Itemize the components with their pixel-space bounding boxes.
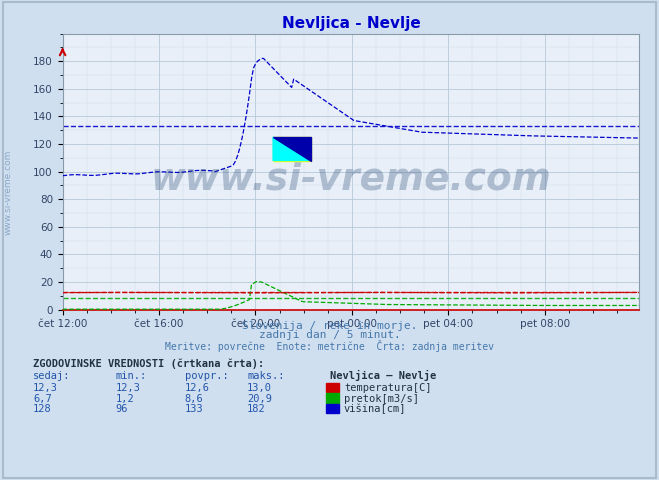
Text: 128: 128 [33,404,51,414]
Text: višina[cm]: višina[cm] [344,404,407,414]
Text: povpr.:: povpr.: [185,371,228,381]
Text: temperatura[C]: temperatura[C] [344,383,432,393]
Polygon shape [273,137,310,160]
Text: 1,2: 1,2 [115,394,134,404]
Text: ZGODOVINSKE VREDNOSTI (črtkana črta):: ZGODOVINSKE VREDNOSTI (črtkana črta): [33,359,264,369]
Text: www.si-vreme.com: www.si-vreme.com [150,162,552,198]
Title: Nevljica - Nevlje: Nevljica - Nevlje [281,16,420,31]
Text: zadnji dan / 5 minut.: zadnji dan / 5 minut. [258,330,401,340]
Text: 13,0: 13,0 [247,383,272,393]
Text: Nevljica – Nevlje: Nevljica – Nevlje [330,370,436,381]
Polygon shape [273,137,310,160]
Text: 6,7: 6,7 [33,394,51,404]
Text: 12,3: 12,3 [115,383,140,393]
Text: min.:: min.: [115,371,146,381]
Text: 20,9: 20,9 [247,394,272,404]
Text: 8,6: 8,6 [185,394,203,404]
Text: Meritve: povrečne  Enote: metrične  Črta: zadnja meritev: Meritve: povrečne Enote: metrične Črta: … [165,340,494,352]
Text: 133: 133 [185,404,203,414]
Text: 96: 96 [115,404,128,414]
Bar [273,137,310,160]
Text: 12,3: 12,3 [33,383,58,393]
Text: Slovenija / reke in morje.: Slovenija / reke in morje. [242,321,417,331]
Text: www.si-vreme.com: www.si-vreme.com [3,149,13,235]
Text: 182: 182 [247,404,266,414]
Text: 12,6: 12,6 [185,383,210,393]
Text: sedaj:: sedaj: [33,371,71,381]
Text: maks.:: maks.: [247,371,285,381]
Text: pretok[m3/s]: pretok[m3/s] [344,394,419,404]
